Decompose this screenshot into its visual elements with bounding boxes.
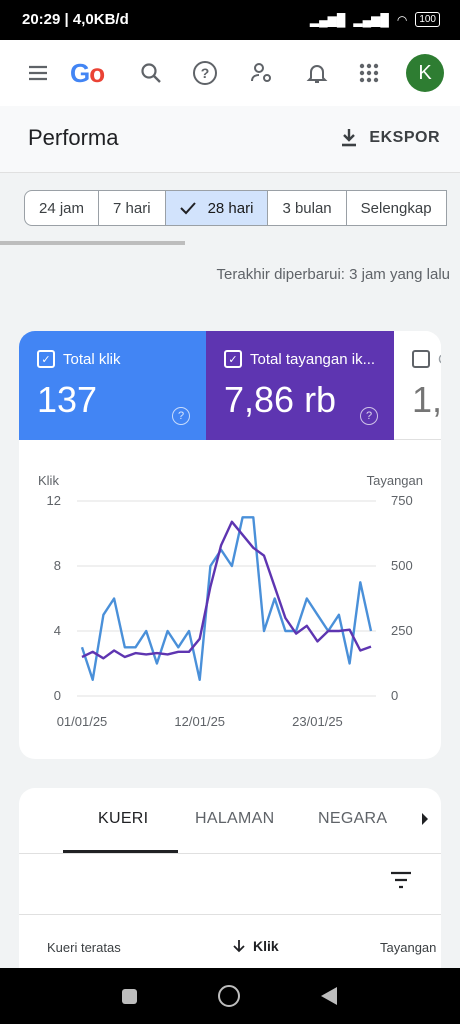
status-time: 20:29 | 4,0KB/d bbox=[22, 11, 129, 28]
performance-chart: Klik Tayangan 0 0 4 250 8 500 12 750 01/01/25 12/01… bbox=[38, 473, 423, 729]
tab-scroll-right-icon[interactable] bbox=[420, 812, 430, 831]
help-icon: ? bbox=[360, 407, 378, 425]
right-tick-label: 750 bbox=[391, 493, 413, 508]
performance-card: ✓ Total klik 137 ? ✓ Total tayangan ik... … bbox=[19, 331, 441, 759]
arrow-down-icon bbox=[233, 940, 245, 953]
tab-halaman[interactable]: HALAMAN bbox=[195, 810, 275, 827]
left-axis-label: Klik bbox=[38, 473, 59, 488]
details-card: KUERI HALAMAN NEGARA Kueri teratas Klik … bbox=[19, 788, 441, 988]
col-top-queries[interactable]: Kueri teratas bbox=[47, 940, 121, 955]
date-range-chips: 24 jam 7 hari 28 hari 3 bulan Selengkap bbox=[24, 190, 447, 226]
right-tick-label: 250 bbox=[391, 623, 413, 638]
apps-grid-icon[interactable] bbox=[355, 59, 383, 87]
right-tick-label: 0 bbox=[391, 688, 398, 703]
active-tab-indicator bbox=[63, 850, 178, 853]
recents-icon[interactable] bbox=[122, 989, 137, 1004]
svg-text:?: ? bbox=[201, 65, 210, 81]
checkbox-empty-icon bbox=[412, 350, 430, 368]
tab-kueri[interactable]: KUERI bbox=[98, 810, 149, 827]
bell-icon[interactable] bbox=[303, 59, 331, 87]
manage-accounts-icon[interactable] bbox=[248, 59, 276, 87]
right-tick-label: 500 bbox=[391, 558, 413, 573]
chip-more[interactable]: Selengkap bbox=[346, 190, 447, 226]
x-tick-label: 23/01/25 bbox=[292, 714, 343, 729]
avatar[interactable]: K bbox=[406, 54, 444, 92]
chip-24-jam[interactable]: 24 jam bbox=[24, 190, 100, 226]
checkbox-checked-icon: ✓ bbox=[37, 350, 55, 368]
export-label: EKSPOR bbox=[369, 129, 440, 146]
metric-total-impressions[interactable]: ✓ Total tayangan ik... 7,86 rb ? bbox=[206, 331, 394, 440]
export-button[interactable]: EKSPOR bbox=[339, 127, 440, 149]
check-icon bbox=[179, 202, 196, 215]
chip-scrollbar[interactable] bbox=[0, 241, 185, 245]
help-icon: ? bbox=[172, 407, 190, 425]
status-bar: 20:29 | 4,0KB/d ▂▄▆█ ▂▄▆█ ◠ 100 bbox=[0, 0, 460, 40]
menu-icon[interactable] bbox=[24, 59, 52, 87]
clicks-series-line bbox=[80, 516, 373, 682]
google-logo[interactable]: Go bbox=[70, 58, 105, 88]
metric-tiles: ✓ Total klik 137 ? ✓ Total tayangan ik... … bbox=[19, 331, 441, 440]
wifi-icon: ◠ bbox=[396, 12, 408, 27]
col-impressions[interactable]: Tayangan bbox=[380, 940, 437, 955]
chip-7-hari[interactable]: 7 hari bbox=[99, 190, 166, 226]
app-bar: Go ? bbox=[0, 40, 460, 106]
checkbox-checked-icon: ✓ bbox=[224, 350, 242, 368]
signal-icon-2: ▂▄▆█ bbox=[353, 12, 389, 27]
battery-icon: 100 bbox=[415, 12, 440, 27]
left-tick-label: 8 bbox=[54, 558, 61, 573]
last-updated-text: Terakhir diperbarui: 3 jam yang lalu bbox=[216, 266, 450, 283]
left-tick-label: 4 bbox=[54, 623, 61, 638]
metric-third[interactable]: C 1, bbox=[394, 331, 441, 440]
chip-28-hari[interactable]: 28 hari bbox=[165, 190, 269, 226]
signal-icon: ▂▄▆█ bbox=[309, 12, 346, 27]
x-tick-label: 01/01/25 bbox=[57, 714, 108, 729]
chip-3-bulan[interactable]: 3 bulan bbox=[268, 190, 347, 226]
search-icon[interactable] bbox=[137, 59, 165, 87]
help-icon[interactable]: ? bbox=[191, 59, 219, 87]
system-nav-bar bbox=[0, 968, 460, 1024]
download-icon bbox=[342, 129, 357, 147]
tab-negara[interactable]: NEGARA bbox=[318, 810, 388, 827]
page-header: Performa EKSPOR bbox=[0, 106, 460, 173]
x-tick-label: 12/01/25 bbox=[174, 714, 225, 729]
filter-icon[interactable] bbox=[389, 870, 413, 895]
right-axis-label: Tayangan bbox=[367, 473, 423, 488]
home-icon[interactable] bbox=[218, 985, 240, 1007]
impressions-series-line bbox=[81, 520, 372, 660]
metric-total-clicks[interactable]: ✓ Total klik 137 ? bbox=[19, 331, 206, 440]
left-tick-label: 0 bbox=[54, 688, 61, 703]
left-tick-label: 12 bbox=[47, 493, 61, 508]
back-icon[interactable] bbox=[320, 986, 338, 1011]
page-title: Performa bbox=[28, 125, 119, 150]
col-clicks[interactable]: Klik bbox=[233, 938, 279, 954]
